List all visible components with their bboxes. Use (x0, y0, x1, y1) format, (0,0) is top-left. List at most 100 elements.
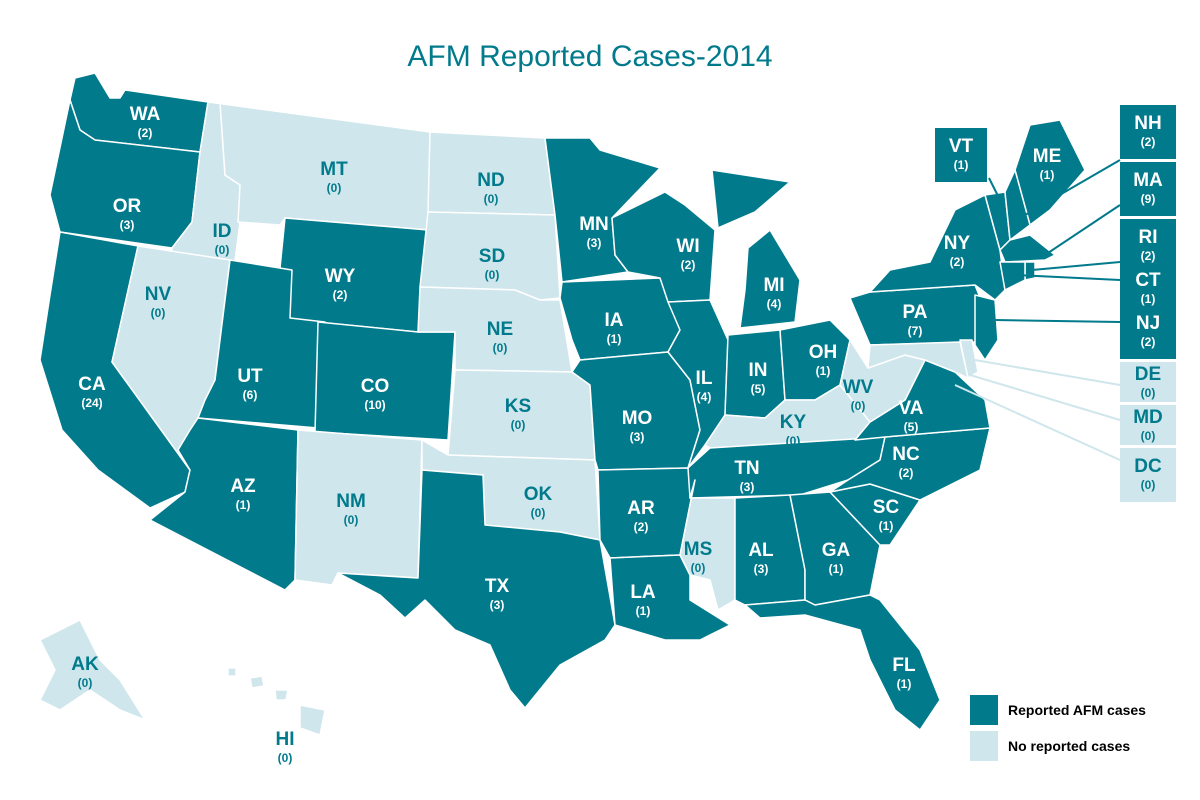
state-nh (1004, 169, 1031, 241)
state-code-nc: NC (892, 444, 920, 465)
callout-box-ma (1120, 162, 1176, 216)
state-count-az: (1) (236, 498, 251, 512)
callout-line-dc (954, 384, 1121, 461)
state-code-mi: MI (763, 275, 784, 296)
state-count-ia: (1) (607, 332, 622, 346)
state-code-tx: TX (485, 576, 510, 597)
state-count-ar: (2) (634, 520, 649, 534)
state-count-co: (10) (364, 398, 385, 412)
state-count-ga: (1) (829, 562, 844, 576)
state-code-ga: GA (822, 540, 851, 561)
state-count-nc: (2) (899, 466, 914, 480)
state-code-or: OR (113, 196, 142, 217)
state-code-ia: IA (605, 310, 624, 331)
legend-label-reported: Reported AFM cases (1008, 702, 1146, 718)
state-code-ak: AK (71, 654, 99, 675)
state-nj (974, 294, 999, 361)
state-count-sd: (0) (485, 268, 500, 282)
state-count-ca: (24) (81, 396, 102, 410)
state-count-nj: (2) (1141, 335, 1156, 349)
state-count-tn: (3) (740, 480, 755, 494)
state-count-nm: (0) (344, 513, 359, 527)
state-code-sc: SC (873, 497, 900, 518)
state-count-tx: (3) (490, 598, 505, 612)
legend-item-reported: Reported AFM cases (970, 694, 1146, 726)
state-count-al: (3) (754, 562, 769, 576)
state-code-ms: MS (684, 539, 713, 560)
state-count-ms: (0) (691, 561, 706, 575)
state-count-ct: (1) (1141, 292, 1156, 306)
state-code-ok: OK (524, 484, 553, 505)
state-code-nd: ND (477, 170, 504, 191)
state-count-md: (0) (1141, 429, 1156, 443)
state-code-nj: NJ (1136, 313, 1160, 334)
state-code-ma: MA (1133, 170, 1163, 191)
state-count-ks: (0) (511, 418, 526, 432)
state-code-vt: VT (949, 136, 974, 157)
state-hi (227, 667, 326, 736)
callout-box-nh (1120, 105, 1176, 159)
state-count-mi: (4) (767, 297, 782, 311)
callout-box-de (1120, 362, 1176, 402)
state-code-dc: DC (1134, 456, 1162, 477)
legend-swatch-reported (970, 695, 998, 725)
state-code-wa: WA (130, 104, 161, 125)
state-code-nv: NV (145, 284, 172, 305)
state-count-fl: (1) (897, 677, 912, 691)
state-code-nh: NH (1134, 113, 1161, 134)
state-count-wa: (2) (138, 126, 153, 140)
state-count-la: (1) (636, 604, 651, 618)
state-code-va: VA (899, 398, 924, 419)
state-count-ma: (9) (1141, 192, 1156, 206)
map-title: AFM Reported Cases-2014 (407, 40, 773, 73)
state-code-de: DE (1135, 364, 1161, 385)
state-count-me: (1) (1040, 168, 1055, 182)
state-count-in: (5) (751, 382, 766, 396)
state-count-or: (3) (120, 218, 135, 232)
state-code-in: IN (749, 360, 768, 381)
callout-line-ri (1031, 261, 1121, 271)
state-count-id: (0) (215, 243, 230, 257)
state-code-mo: MO (622, 408, 653, 429)
state-ct (999, 261, 1026, 291)
state-ak (39, 619, 146, 721)
state-mt (207, 101, 431, 231)
state-count-ut: (6) (243, 388, 258, 402)
callout-line-md (969, 374, 1121, 421)
state-code-sd: SD (479, 246, 505, 267)
state-count-nd: (0) (484, 192, 499, 206)
state-count-mt: (0) (327, 181, 342, 195)
callout-line-de (974, 359, 1121, 386)
state-code-ri: RI (1139, 227, 1158, 248)
state-ny (869, 194, 1006, 301)
state-code-mn: MN (579, 214, 609, 235)
state-md (867, 341, 969, 379)
callout-box-dc (1120, 448, 1176, 502)
state-code-co: CO (361, 376, 390, 397)
state-shapes (39, 72, 1086, 736)
callout-line-nj (994, 319, 1121, 323)
state-count-hi: (0) (278, 751, 293, 765)
state-count-mn: (3) (587, 236, 602, 250)
legend-label-none: No reported cases (1008, 738, 1131, 754)
state-code-wy: WY (325, 266, 356, 287)
state-count-nh: (2) (1141, 135, 1156, 149)
state-ri (1024, 261, 1036, 281)
callout-box-nj (1120, 305, 1176, 359)
state-fl (744, 594, 941, 731)
state-count-va: (5) (904, 420, 919, 434)
state-count-wv: (0) (851, 399, 866, 413)
state-code-il: IL (696, 368, 713, 389)
state-count-wy: (2) (333, 288, 348, 302)
state-code-la: LA (630, 582, 656, 603)
state-code-fl: FL (892, 655, 916, 676)
state-code-wv: WV (843, 377, 874, 398)
state-count-il: (4) (697, 390, 712, 404)
state-code-tn: TN (734, 458, 759, 479)
callout-line-nh (1024, 159, 1121, 216)
state-count-sc: (1) (879, 519, 894, 533)
state-mi (711, 169, 801, 329)
state-code-ct: CT (1135, 270, 1161, 291)
state-code-al: AL (748, 540, 774, 561)
